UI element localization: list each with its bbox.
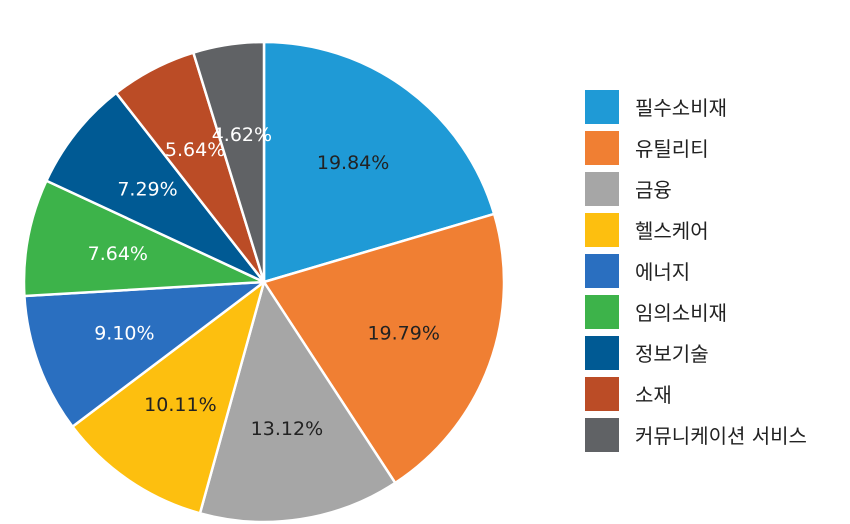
- legend-item: 금융: [585, 168, 807, 209]
- legend-label: 에너지: [635, 260, 691, 284]
- slice-value-label: 9.10%: [94, 322, 154, 344]
- pie-slice: [262, 40, 496, 284]
- legend-label: 소재: [635, 383, 672, 407]
- pie-slice: [262, 212, 506, 485]
- pie-slice: [192, 40, 266, 284]
- legend-label: 정보기술: [635, 342, 709, 366]
- legend-label: 임의소비재: [635, 301, 727, 325]
- legend-swatch: [585, 417, 619, 452]
- slice-value-label: 7.29%: [117, 178, 177, 200]
- legend-label: 필수소비재: [635, 96, 727, 120]
- pie-slice: [45, 91, 266, 284]
- legend-label: 금융: [635, 178, 672, 202]
- slice-value-label: 5.64%: [165, 139, 225, 161]
- legend-swatch: [585, 294, 619, 329]
- legend-swatch: [585, 212, 619, 247]
- legend-label: 헬스케어: [635, 219, 709, 243]
- legend-swatch: [585, 171, 619, 206]
- slice-value-label: 4.62%: [212, 124, 272, 146]
- pie-slice: [71, 280, 266, 515]
- legend-item: 정보기술: [585, 332, 807, 373]
- slice-value-label: 13.12%: [251, 418, 323, 440]
- pie-slice: [22, 179, 266, 298]
- legend-item: 유틸리티: [585, 127, 807, 168]
- legend-item: 에너지: [585, 250, 807, 291]
- legend-swatch: [585, 130, 619, 165]
- legend-item: 소재: [585, 373, 807, 414]
- slice-value-label: 7.64%: [88, 243, 148, 265]
- legend-swatch: [585, 253, 619, 288]
- slice-value-label: 10.11%: [144, 394, 216, 416]
- slice-value-label: 19.84%: [317, 152, 389, 174]
- pie-slice: [198, 280, 397, 524]
- legend-label: 커뮤니케이션 서비스: [635, 424, 807, 448]
- legend-swatch: [585, 335, 619, 370]
- legend-label: 유틸리티: [635, 137, 709, 161]
- legend-swatch: [585, 376, 619, 411]
- legend-swatch: [585, 89, 619, 124]
- legend-item: 필수소비재: [585, 86, 807, 127]
- legend-item: 커뮤니케이션 서비스: [585, 414, 807, 455]
- pie-slice: [23, 280, 266, 428]
- legend-item: 임의소비재: [585, 291, 807, 332]
- legend-item: 헬스케어: [585, 209, 807, 250]
- slice-value-label: 19.79%: [367, 322, 439, 344]
